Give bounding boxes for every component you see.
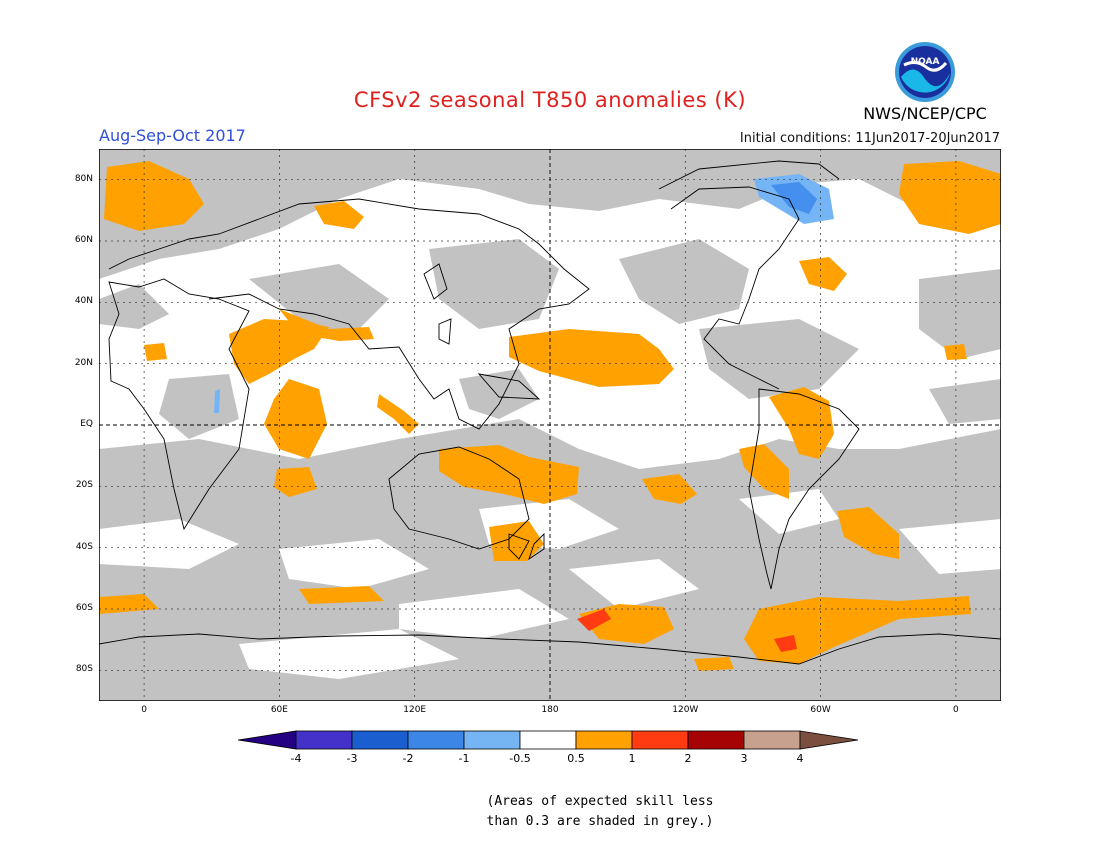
colorbar-segment: [351, 730, 409, 750]
lat-tick-label: 20N: [74, 357, 93, 368]
southern-white-gaps: [99, 489, 1001, 679]
lon-tick-label: 60W: [810, 705, 831, 715]
lat-tick-label: EQ: [80, 419, 93, 429]
lon-tick-label: 120E: [403, 705, 427, 715]
skill-note-line-2: than 0.3 are shaded in grey.): [486, 814, 714, 829]
colorbar-label: 3: [741, 752, 748, 765]
negative-anomaly-areas: [214, 174, 834, 413]
map-title: CFSv2 seasonal T850 anomalies (K): [353, 88, 747, 112]
colorbar-segment: [575, 730, 633, 750]
noaa-logo: NOAA: [895, 42, 955, 102]
skill-note-line-1: (Areas of expected skill less: [486, 794, 714, 809]
colorbar: -4 -3 -2 -1 -0.5 0.5 1 2 3 4: [238, 730, 859, 765]
lon-tick-label: 120W: [672, 705, 699, 715]
colorbar-arrow-low: [238, 730, 297, 750]
lon-tick-label: 0: [141, 705, 147, 715]
coastlines: [99, 160, 1001, 665]
lat-tick-label: 40S: [75, 541, 93, 552]
colorbar-segment: [631, 730, 689, 750]
colorbar-label: 1: [629, 752, 636, 765]
lat-tick-label: 60S: [75, 603, 93, 613]
positive-anomaly-areas: [99, 161, 1001, 671]
colorbar-label: -1: [459, 752, 470, 765]
lat-tick-label: 60N: [74, 235, 93, 245]
lon-tick-label: 60E: [270, 705, 288, 715]
lon-tick-label: 0: [953, 705, 959, 715]
colorbar-label: 4: [797, 752, 804, 765]
colorbar-label: 0.5: [567, 752, 585, 765]
organization-label: NWS/NCEP/CPC: [863, 104, 987, 123]
colorbar-segment: [407, 730, 465, 750]
colorbar-label: -0.5: [509, 752, 530, 765]
colorbar-label: -4: [291, 752, 302, 765]
lat-tick-label: 80N: [74, 173, 93, 184]
colorbar-label: -2: [403, 752, 414, 765]
colorbar-segment: [519, 730, 577, 750]
lat-tick-label: 40N: [74, 296, 93, 307]
noaa-logo-text: NOAA: [911, 57, 940, 67]
lat-tick-label: 20S: [75, 480, 93, 491]
colorbar-segment: [463, 730, 521, 750]
colorbar-label: -3: [347, 752, 358, 765]
colorbar-arrow-high: [799, 730, 859, 750]
anomaly-map: [99, 149, 1001, 701]
season-label: Aug-Sep-Oct 2017: [99, 126, 246, 145]
strong-positive-anomaly-areas: [577, 609, 797, 652]
skill-note: (Areas of expected skill less than 0.3 a…: [400, 792, 800, 832]
lon-tick-label: 180: [541, 705, 559, 715]
noaa-logo-gull: [903, 60, 948, 72]
lat-tick-label: 80S: [75, 664, 93, 675]
colorbar-segment: [295, 730, 353, 750]
initial-conditions-label: Initial conditions: 11Jun2017-20Jun2017: [739, 131, 1000, 146]
colorbar-segment: [743, 730, 801, 750]
noaa-logo-wave: [901, 69, 950, 93]
colorbar-label: 2: [685, 752, 692, 765]
colorbar-segment: [687, 730, 745, 750]
